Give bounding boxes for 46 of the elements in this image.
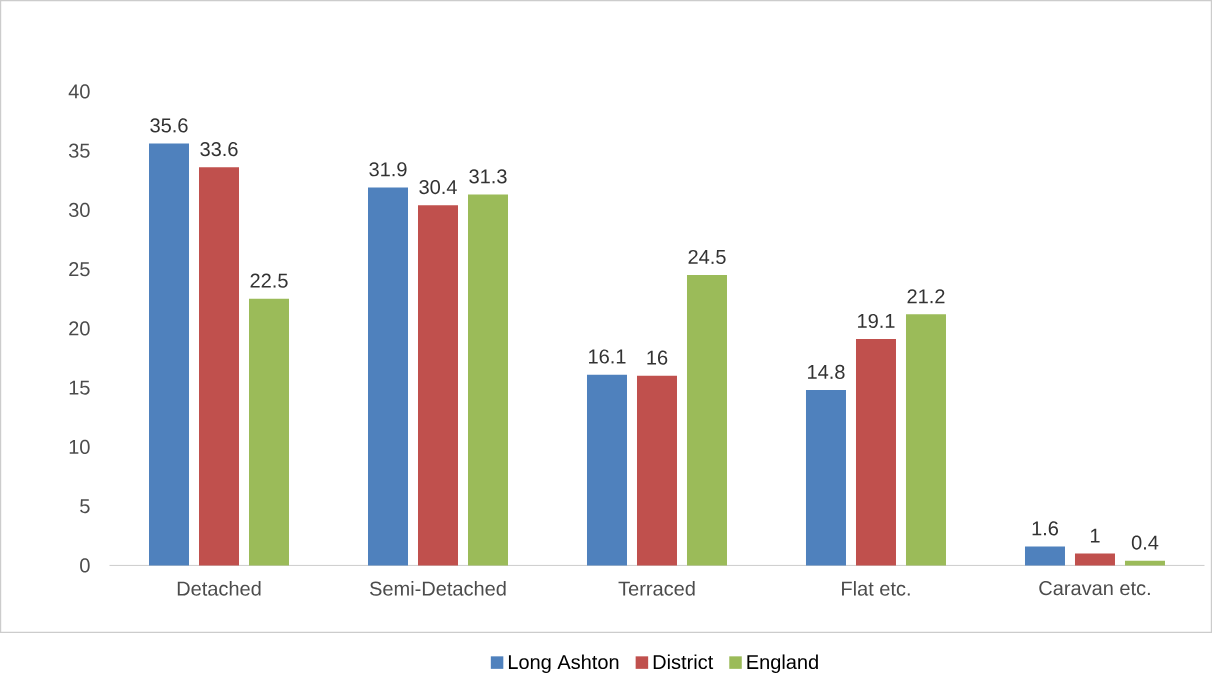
x-tick-label: Detached — [177, 581, 261, 596]
y-tick-label: 5 — [80, 499, 90, 514]
y-tick-label: 15 — [69, 380, 90, 395]
bar — [199, 167, 240, 566]
y-tick-label: 10 — [69, 439, 90, 455]
bar — [149, 143, 189, 566]
legend-label: District — [653, 654, 714, 670]
bar — [636, 375, 677, 566]
bar — [905, 314, 946, 566]
data-label: 14.8 — [808, 364, 845, 380]
data-label: 19.1 — [858, 313, 895, 329]
data-label: 22.5 — [250, 273, 288, 288]
data-label: 35.6 — [150, 118, 188, 133]
y-tick-label: 0 — [80, 558, 90, 573]
legend-label: England — [747, 654, 818, 674]
bar — [368, 187, 408, 566]
y-tick-label: 35 — [68, 143, 90, 158]
data-label: 31.9 — [369, 162, 407, 177]
x-tick-label: Semi-Detached — [369, 581, 506, 596]
bar — [418, 205, 458, 566]
bar — [1074, 553, 1115, 566]
y-tick-label: 40 — [68, 84, 90, 99]
bar — [855, 339, 896, 566]
data-label: 0.4 — [1131, 535, 1159, 550]
data-label: 21.2 — [907, 289, 945, 304]
bar — [586, 374, 627, 566]
bar — [468, 194, 508, 566]
x-tick-label: Terraced — [618, 581, 695, 596]
data-label: 24.5 — [688, 249, 726, 265]
x-tick-label: Caravan etc. — [1039, 581, 1150, 596]
x-tick-label: Flat etc. — [842, 581, 910, 596]
legend-label: Long Ashton — [508, 654, 619, 674]
data-label: 31.3 — [469, 169, 507, 184]
y-tick-label: 25 — [69, 262, 90, 277]
y-tick-label: 20 — [69, 321, 90, 336]
bar — [1024, 546, 1065, 566]
bar — [805, 390, 846, 566]
bar — [686, 275, 727, 566]
y-tick-label: 30 — [68, 202, 90, 218]
data-label: 30.4 — [419, 180, 457, 195]
data-label: 1.6 — [1032, 521, 1059, 536]
bar — [249, 298, 289, 566]
data-label: 16.1 — [589, 349, 626, 364]
data-label: 33.6 — [200, 142, 238, 157]
data-label: 1 — [1090, 528, 1100, 543]
data-label: 16 — [647, 350, 668, 365]
